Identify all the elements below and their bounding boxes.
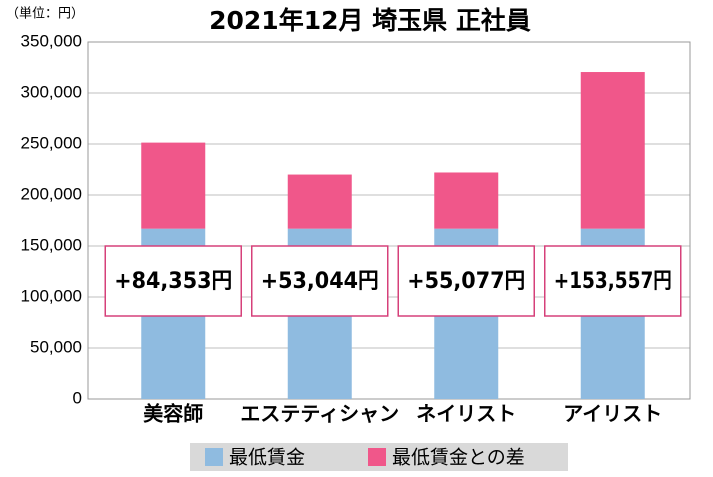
value-label: +84,353円: [114, 269, 232, 294]
bar-segment: [580, 72, 645, 229]
bar-segment: [141, 142, 206, 229]
value-label-box: [397, 245, 535, 317]
value-label: +55,077円: [407, 269, 525, 294]
y-tick-label: 250,000: [21, 133, 82, 152]
x-tick-label: 美容師: [143, 402, 203, 426]
y-tick-label: 0: [73, 388, 82, 407]
value-label-box: [251, 245, 389, 317]
y-tick-label: 150,000: [21, 235, 82, 254]
x-tick-label: ネイリスト: [416, 402, 516, 426]
legend-swatch: [368, 448, 386, 466]
x-tick-label: エステティシャン: [240, 402, 399, 426]
value-label-box: [104, 245, 242, 317]
plot-border: [87, 41, 691, 400]
y-tick-label: 50,000: [30, 337, 82, 356]
unit-label: （単位：円）: [6, 6, 84, 22]
value-label-box: [544, 245, 682, 317]
bar-segment: [434, 172, 499, 229]
value-label: +153,557円: [554, 269, 672, 294]
bar-segment: [287, 174, 352, 229]
y-tick-label: 300,000: [21, 82, 82, 101]
y-tick-label: 100,000: [21, 286, 82, 305]
x-tick-label: アイリスト: [563, 402, 662, 426]
legend-swatch: [205, 448, 223, 466]
chart-title: 2021年12月 埼玉県 正社員: [209, 6, 531, 35]
y-tick-label: 350,000: [21, 31, 82, 50]
legend-label: 最低賃金との差: [392, 447, 525, 469]
y-tick-label: 200,000: [21, 184, 82, 203]
legend-label: 最低賃金: [229, 447, 305, 469]
value-label: +53,044円: [261, 269, 379, 294]
